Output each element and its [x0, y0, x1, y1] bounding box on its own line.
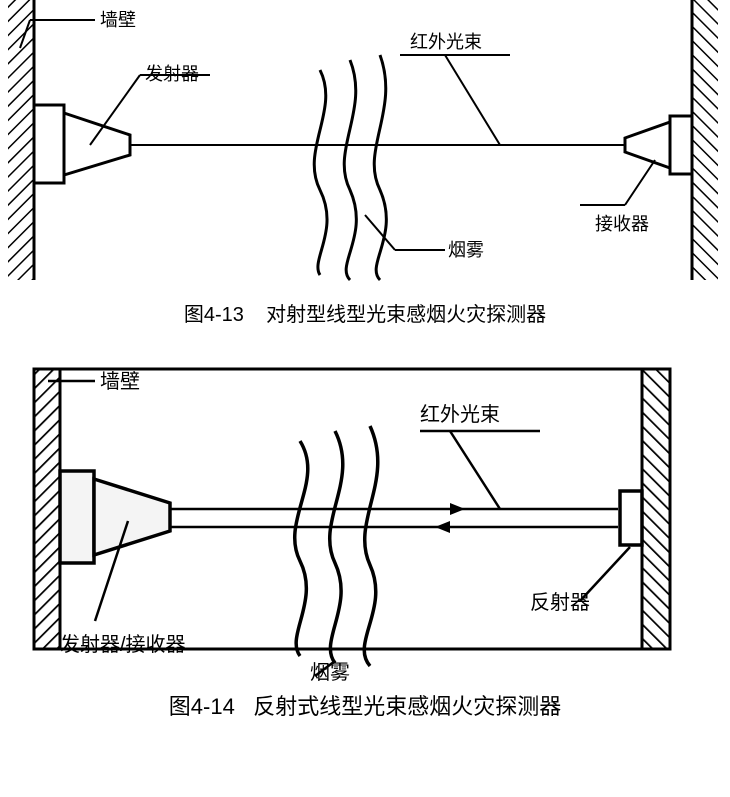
fig2-caption-text: 反射式线型光束感烟火灾探测器 — [253, 694, 561, 719]
left-wall-hatch — [8, 0, 34, 280]
emitter-receiver-label: 发射器/接收器 — [60, 633, 186, 656]
receiver-shape — [625, 116, 692, 174]
beam-label-2: 红外光束 — [420, 403, 500, 426]
reflector-label: 反射器 — [530, 591, 590, 614]
arrow-right — [450, 503, 465, 515]
figure-1-caption: 图4-13 对射型线型光束感烟火灾探测器 — [0, 298, 730, 327]
smoke-lines-2 — [295, 426, 378, 666]
fig1-caption-text: 对射型线型光束感烟火灾探测器 — [266, 304, 546, 326]
emitter-receiver-shape — [60, 471, 170, 563]
smoke-lines — [314, 55, 386, 280]
wall-label: 墙壁 — [100, 10, 136, 30]
emitter-shape — [34, 105, 130, 183]
receiver-label: 接收器 — [595, 214, 649, 234]
wall-label-2: 墙壁 — [100, 370, 140, 393]
right-wall-hatch-2 — [642, 369, 670, 649]
emitter-label: 发射器 — [145, 64, 199, 84]
arrow-left — [435, 521, 450, 533]
figure-1-diagram: 墙壁 发射器 红外光束 烟雾 接收器 — [0, 0, 730, 290]
figure-2-caption: 图4-14 反射式线型光束感烟火灾探测器 — [0, 689, 730, 721]
smoke-label-1: 烟雾 — [448, 240, 484, 260]
smoke-label-2: 烟雾 — [310, 661, 350, 681]
right-wall-hatch — [692, 0, 718, 280]
figure-2-diagram: 墙壁 红外光束 发射器/接收器 烟雾 反射器 — [0, 351, 730, 681]
fig2-caption-prefix: 图4-14 — [169, 694, 235, 719]
left-wall-hatch-2 — [34, 369, 60, 649]
beam-label-1: 红外光束 — [410, 32, 482, 52]
fig1-caption-prefix: 图4-13 — [184, 304, 244, 326]
reflector-shape — [620, 491, 642, 545]
